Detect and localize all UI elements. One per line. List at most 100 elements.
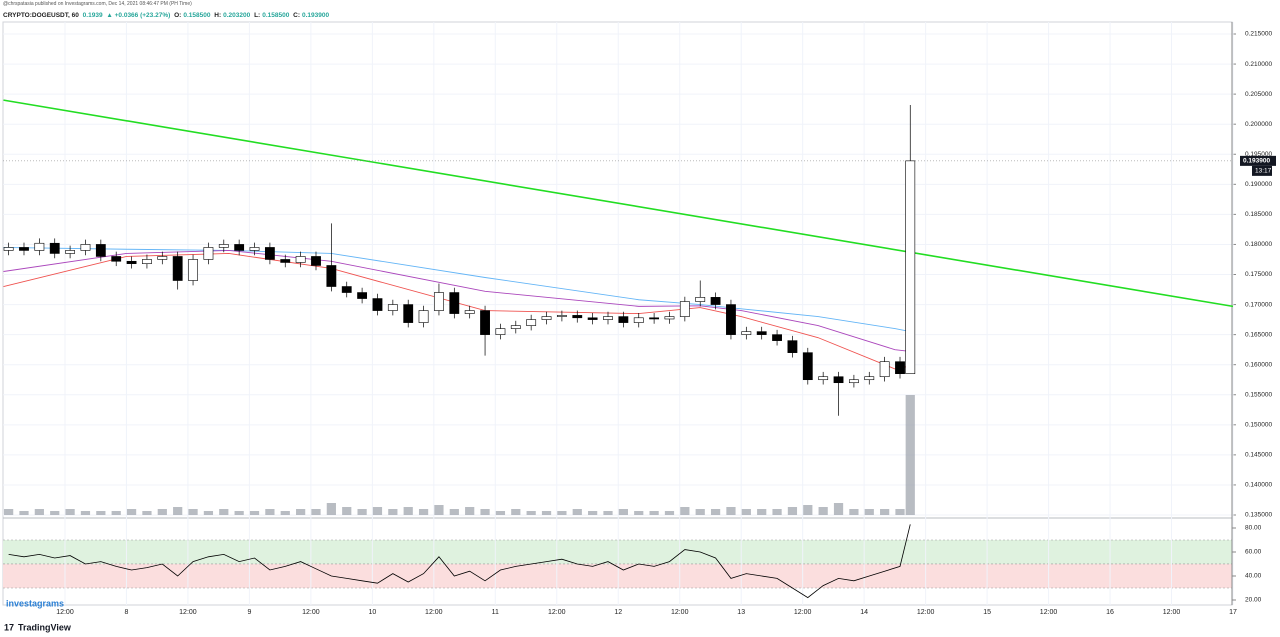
volume-bar	[34, 509, 44, 515]
volume-bar	[4, 509, 14, 515]
candle-body	[65, 250, 76, 254]
open: 0.158500	[183, 12, 211, 19]
brand-logo: 17	[4, 622, 14, 632]
candle-body	[510, 325, 521, 329]
candle-body	[80, 244, 91, 251]
volume-bar	[173, 507, 183, 515]
x-tick-label: 10	[368, 609, 376, 616]
y-tick-label: 0.205000	[1245, 91, 1272, 98]
volume-bar	[465, 507, 475, 515]
candle-body	[311, 256, 321, 266]
candle-body	[603, 316, 613, 320]
countdown: 13:17	[1255, 168, 1272, 175]
candle-body	[19, 247, 29, 251]
volume-bar	[203, 511, 214, 515]
candle-body	[741, 331, 752, 335]
volume-bar	[680, 507, 690, 515]
volume-bar	[311, 509, 321, 515]
volume-bar	[434, 505, 444, 515]
y-tick-label: 0.195000	[1245, 151, 1272, 158]
volume-bar	[157, 509, 167, 515]
candle-body	[541, 316, 552, 320]
rsi-y-tick-label: 80.00	[1245, 525, 1262, 532]
x-tick-label: 12:00	[671, 609, 689, 616]
volume-bar	[741, 509, 751, 515]
candle-body	[280, 259, 291, 263]
y-tick-label: 0.180000	[1245, 241, 1272, 248]
volume-bar	[618, 509, 628, 515]
y-tick-label: 0.170000	[1245, 301, 1272, 308]
candle-body	[418, 310, 429, 323]
candle-body	[218, 244, 229, 248]
volume-bar	[649, 511, 659, 515]
volume-bar	[142, 511, 152, 515]
volume-bar	[280, 511, 290, 515]
x-tick-label: 12	[614, 609, 622, 616]
moving-average	[3, 246, 911, 333]
candle-body	[480, 310, 490, 335]
candle-body	[357, 292, 368, 299]
candle-body	[188, 259, 198, 281]
y-tick-label: 0.140000	[1245, 482, 1272, 489]
volume-bar	[572, 509, 582, 515]
candle-body	[449, 292, 460, 314]
candle-body	[49, 242, 60, 254]
candle-body	[787, 340, 798, 353]
countdown-box	[1252, 165, 1272, 176]
candle-body	[34, 242, 45, 251]
candle-body	[895, 361, 905, 375]
x-tick-label: 12:00	[794, 609, 812, 616]
candle-body	[264, 247, 275, 260]
candle-body	[679, 301, 690, 317]
candle-body	[157, 256, 168, 260]
candle-body	[587, 317, 598, 320]
close: 0.193900	[302, 12, 330, 19]
candle-body	[649, 317, 660, 320]
volume-bar	[357, 509, 367, 515]
last: 0.1939	[82, 12, 103, 19]
volume-bar	[603, 511, 613, 515]
candle-body	[434, 292, 444, 311]
candle-body	[526, 319, 537, 326]
volume-bar	[557, 511, 567, 515]
candle-body	[341, 286, 352, 293]
c-label: C:	[293, 12, 300, 19]
volume-bar	[342, 507, 352, 515]
volume-bar	[541, 511, 552, 515]
y-tick-label: 0.150000	[1245, 422, 1272, 429]
rsi-y-tick-label: 60.00	[1245, 549, 1262, 556]
volume-bar	[188, 509, 198, 515]
candle-body	[387, 304, 398, 311]
volume-bar	[695, 509, 705, 515]
volume-bar	[895, 509, 905, 515]
volume-bar	[880, 509, 890, 515]
candle-body	[142, 259, 152, 264]
x-tick-label: 12:00	[302, 609, 320, 616]
volume-bar	[50, 511, 60, 515]
volume-bar	[803, 505, 813, 515]
volume-bar	[96, 511, 106, 515]
y-tick-label: 0.145000	[1245, 452, 1272, 459]
volume-bar	[388, 509, 398, 515]
x-tick-label: 15	[983, 609, 991, 616]
volume-bar	[326, 503, 336, 515]
volume-bar	[588, 511, 598, 515]
volume-bar	[480, 509, 490, 515]
volume-bar	[449, 509, 459, 515]
y-tick-label: 0.165000	[1245, 331, 1272, 338]
x-tick-label: 12:00	[179, 609, 197, 616]
volume-bar	[111, 511, 121, 515]
candle-body	[326, 265, 337, 287]
x-tick-label: 12:00	[917, 609, 935, 616]
x-tick-label: 11	[492, 609, 499, 616]
candle-body	[95, 244, 106, 257]
volume-bar	[19, 511, 29, 515]
volume-bar	[495, 511, 506, 515]
volume-bar	[80, 511, 91, 515]
x-tick-label: 12:00	[1163, 609, 1181, 616]
candle-body	[572, 315, 583, 319]
candle-body	[234, 244, 245, 251]
x-tick-label: 12:00	[56, 609, 74, 616]
volume-bar	[757, 509, 767, 515]
